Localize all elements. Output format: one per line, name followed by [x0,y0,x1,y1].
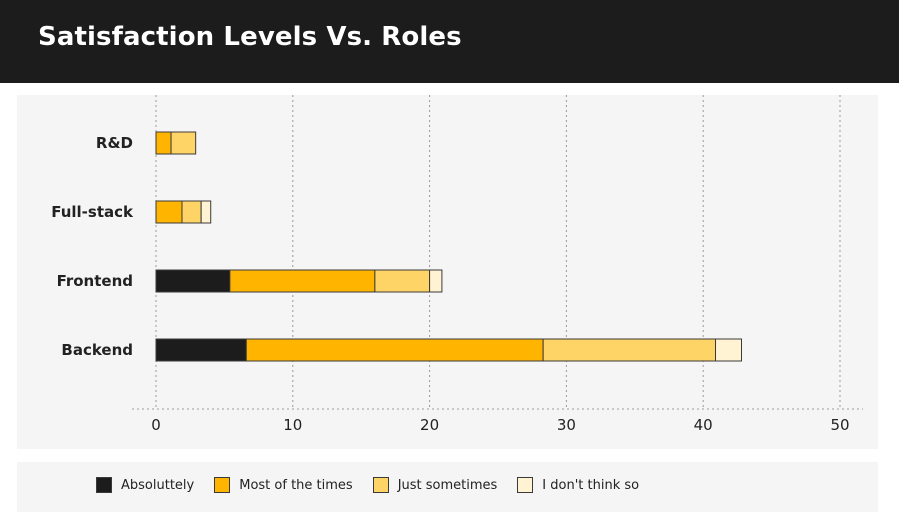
x-tick-label: 40 [694,416,713,434]
legend-item: Just sometimes [372,477,498,493]
legend-item: I don't think so [517,477,639,493]
header-bar: Satisfaction Levels Vs. Roles [0,0,899,83]
x-tick-label: 0 [151,416,161,434]
category-label: Full-stack [51,203,134,221]
legend-swatch [372,477,389,493]
bar-segment [374,269,431,293]
bar-segment [200,200,212,224]
bar-segment [229,269,376,293]
bar-segment [181,200,202,224]
page-title: Satisfaction Levels Vs. Roles [38,22,462,52]
bar-segment [170,131,197,155]
legend-swatch [517,477,534,493]
bar-segment [715,338,743,362]
legend-swatch [214,477,231,493]
legend-label: Absoluttely [121,477,195,493]
category-label: Frontend [57,272,133,290]
bar-segment [155,131,172,155]
legend-swatch [96,477,112,493]
stacked-bar-chart: 0 10 20 30 40 50 R&D Full-stack Frontend Backend [51,95,863,434]
legend-item: Absoluttely [96,477,194,493]
bar-segment [155,200,183,224]
legend-label: Most of the times [239,477,353,493]
category-label: Backend [61,341,133,359]
chart-panel: 0 10 20 30 40 50 R&D Full-stack Frontend Backend [17,95,878,449]
x-tick-label: 30 [557,416,576,434]
x-tick-label: 20 [420,416,439,434]
legend-panel: Absoluttely Most of the times Just sometim… [17,462,878,512]
bar-segment [542,338,717,362]
bar-segment [155,338,247,362]
x-tick-label: 10 [283,416,302,434]
chart-legend: Absoluttely Most of the times Just sometim… [96,477,659,493]
legend-label: I don't think so [542,477,640,493]
legend-label: Just sometimes [397,477,498,493]
bar-segment [245,338,544,362]
bar-segment [429,269,443,293]
x-tick-label: 50 [830,416,849,434]
bar-segment [155,269,231,293]
legend-item: Most of the times [214,477,353,493]
category-label: R&D [96,134,133,152]
